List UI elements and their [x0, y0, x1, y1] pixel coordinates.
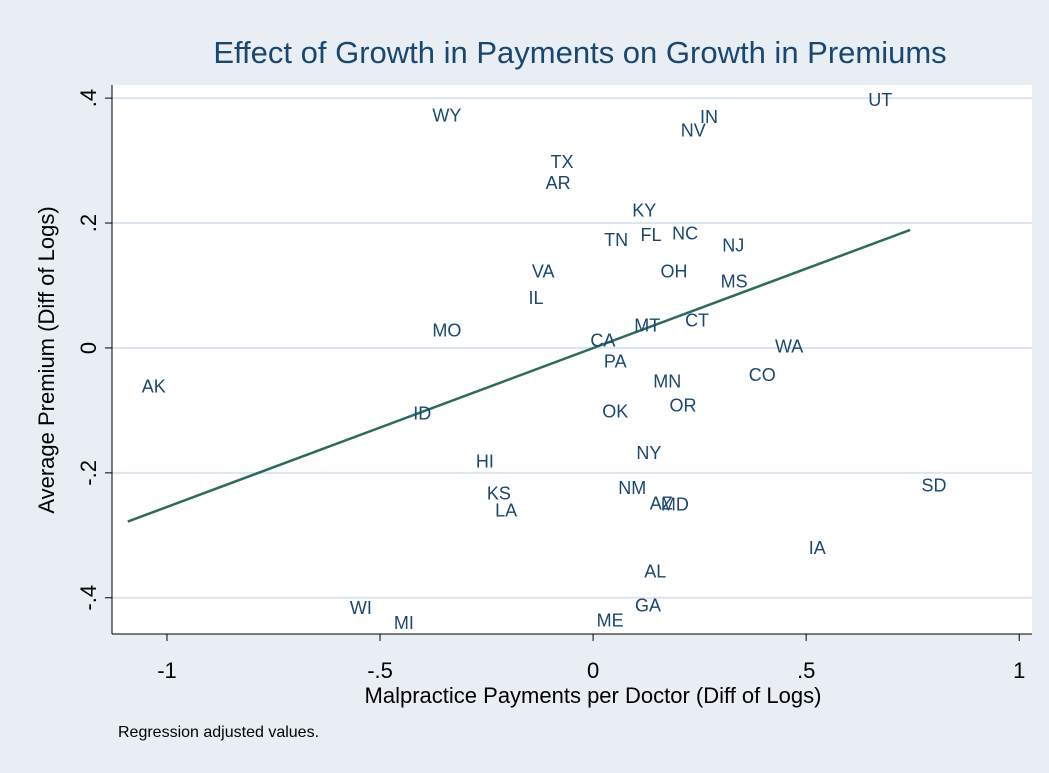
point-label: VA	[532, 262, 555, 282]
point-label: OR	[670, 395, 697, 415]
x-tick-label: -1	[157, 658, 177, 683]
point-label: HI	[476, 452, 494, 472]
y-tick-label: -.4	[76, 585, 101, 611]
x-tick-label: .5	[797, 658, 815, 683]
point-label: MN	[653, 372, 681, 392]
point-label: OH	[661, 262, 688, 282]
point-label: OK	[602, 402, 628, 422]
point-label: WI	[350, 598, 372, 618]
point-label: NC	[672, 224, 698, 244]
point-label: MD	[661, 495, 689, 515]
point-label: PA	[604, 352, 627, 372]
point-label: AR	[546, 173, 571, 193]
point-label: IN	[700, 107, 718, 127]
y-tick-label: -.2	[76, 460, 101, 486]
point-label: SD	[921, 475, 946, 495]
point-label: IA	[809, 538, 826, 558]
y-tick-label: 0	[76, 342, 101, 354]
point-label: NY	[636, 443, 661, 463]
point-label: NV	[681, 121, 706, 141]
point-label: TN	[604, 230, 628, 250]
point-label: KS	[487, 483, 511, 503]
x-tick-label: 1	[1013, 658, 1025, 683]
point-label: WA	[775, 337, 803, 357]
point-label: NM	[618, 478, 646, 498]
point-label: ME	[597, 610, 624, 630]
x-tick-label: -.5	[367, 658, 393, 683]
point-label: AL	[644, 562, 666, 582]
point-label: KY	[632, 201, 656, 221]
y-tick-label: .4	[76, 89, 101, 107]
fit-line	[127, 228, 911, 523]
y-axis-label: Average Premium (Diff of Logs)	[34, 206, 59, 513]
point-label: LA	[495, 500, 517, 520]
point-label: MO	[432, 320, 461, 340]
point-label: AK	[142, 377, 166, 397]
point-label: ID	[413, 404, 431, 424]
x-axis-label: Malpractice Payments per Doctor (Diff of…	[365, 683, 822, 708]
point-label: FL	[641, 225, 662, 245]
point-label: MS	[721, 272, 748, 292]
point-label: GA	[635, 595, 661, 615]
plot-region	[112, 85, 1032, 634]
point-label: AZ	[650, 493, 673, 513]
point-label: MI	[394, 613, 414, 633]
point-label: CO	[749, 365, 776, 385]
note: Regression adjusted values.	[118, 724, 319, 741]
point-label: IL	[528, 288, 543, 308]
y-tick-label: .2	[76, 214, 101, 232]
point-label: MT	[634, 315, 660, 335]
chart-title: Effect of Growth in Payments on Growth i…	[213, 35, 946, 70]
point-label: CT	[685, 310, 709, 330]
point-label: NJ	[722, 236, 744, 256]
point-label: TX	[550, 152, 573, 172]
point-label: CA	[590, 330, 615, 350]
point-label: UT	[868, 90, 892, 110]
grid	[112, 97, 1032, 599]
x-tick-label: 0	[587, 658, 599, 683]
point-label: WY	[432, 106, 461, 126]
